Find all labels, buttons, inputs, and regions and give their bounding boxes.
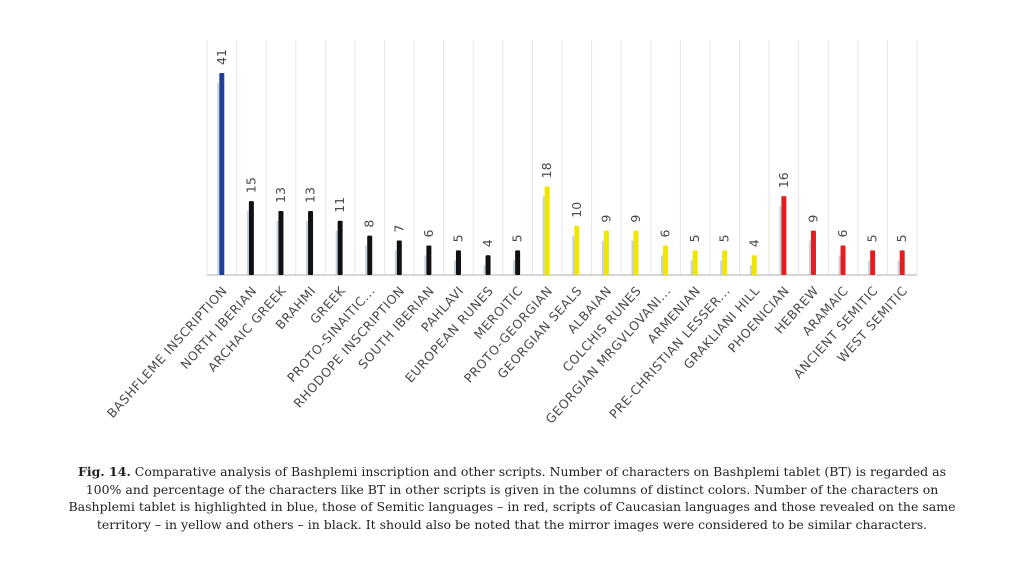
bar bbox=[899, 250, 905, 275]
data-label: 5 bbox=[894, 234, 909, 242]
bar-shadow bbox=[779, 206, 782, 275]
bar-shadow bbox=[690, 260, 693, 275]
data-label: 9 bbox=[598, 215, 613, 223]
bar bbox=[367, 235, 373, 275]
data-label: 15 bbox=[243, 177, 258, 193]
bar-shadow bbox=[601, 240, 604, 275]
data-label: 4 bbox=[746, 239, 761, 247]
value-labels: 41 15 13 13 11 8 7 6 5 4 5 18 10 9 9 6 5 5 4 16 9 6 5 5 bbox=[214, 49, 909, 247]
bar bbox=[278, 210, 284, 275]
caption-label: Fig. 14. bbox=[77, 464, 131, 479]
bar-shadow bbox=[749, 265, 752, 275]
bar bbox=[781, 196, 787, 275]
bars bbox=[217, 73, 905, 275]
bar-chart: 41 15 13 13 11 8 7 6 5 4 5 18 10 9 9 6 5 5 4 16 9 6 5 5 BASHFLE… bbox=[104, 40, 918, 427]
data-label: 11 bbox=[332, 197, 347, 213]
bar bbox=[603, 230, 609, 275]
bar-shadow bbox=[424, 255, 427, 275]
data-label: 9 bbox=[628, 215, 643, 223]
data-label: 7 bbox=[391, 225, 406, 233]
bar bbox=[870, 250, 876, 275]
bar bbox=[751, 255, 757, 275]
data-label: 5 bbox=[687, 234, 702, 242]
data-label: 41 bbox=[214, 49, 229, 65]
data-label: 16 bbox=[776, 172, 791, 188]
data-label: 13 bbox=[273, 187, 288, 203]
bar-shadow bbox=[394, 250, 397, 275]
bar bbox=[337, 220, 343, 275]
bar-shadow bbox=[720, 260, 723, 275]
bar bbox=[840, 245, 846, 275]
bar-shadow bbox=[572, 235, 575, 275]
bar bbox=[396, 240, 402, 275]
bar-shadow bbox=[335, 230, 338, 275]
bar bbox=[663, 245, 669, 275]
figure-caption: Fig. 14. Comparative analysis of Bashple… bbox=[60, 463, 964, 533]
bar-shadow bbox=[868, 260, 871, 275]
bar bbox=[248, 201, 254, 275]
data-label: 6 bbox=[658, 229, 673, 237]
bar-shadow bbox=[483, 265, 486, 275]
bar-shadow bbox=[897, 260, 900, 275]
bar bbox=[426, 245, 432, 275]
data-label: 5 bbox=[450, 234, 465, 242]
bar bbox=[485, 255, 491, 275]
bar-shadow bbox=[276, 220, 279, 275]
bar-shadow bbox=[661, 255, 664, 275]
bar bbox=[574, 225, 580, 275]
bar-shadow bbox=[631, 240, 634, 275]
data-label: 6 bbox=[421, 229, 436, 237]
data-label: 5 bbox=[510, 234, 525, 242]
bar bbox=[810, 230, 816, 275]
data-label: 5 bbox=[717, 234, 732, 242]
bar-shadow bbox=[453, 260, 456, 275]
data-label: 8 bbox=[362, 220, 377, 228]
bar-shadow bbox=[838, 255, 841, 275]
bar-shadow bbox=[808, 240, 811, 275]
caption-text: Comparative analysis of Bashplemi inscri… bbox=[68, 464, 956, 532]
data-label: 13 bbox=[303, 187, 318, 203]
bar bbox=[692, 250, 698, 275]
gridlines bbox=[206, 40, 918, 276]
bar bbox=[455, 250, 461, 275]
data-label: 18 bbox=[539, 162, 554, 178]
data-label: 5 bbox=[865, 234, 880, 242]
bar-shadow bbox=[306, 220, 309, 275]
bar-shadow bbox=[246, 211, 249, 275]
bar bbox=[544, 186, 550, 275]
bar-shadow bbox=[542, 196, 545, 275]
category-label: BASHFLEME INSCRIPTION bbox=[104, 283, 230, 421]
bar-shadow bbox=[365, 245, 368, 275]
data-label: 6 bbox=[835, 229, 850, 237]
data-label: 4 bbox=[480, 239, 495, 247]
bar bbox=[308, 210, 314, 275]
data-label: 9 bbox=[805, 215, 820, 223]
bar bbox=[633, 230, 639, 275]
bar-shadow bbox=[217, 83, 220, 275]
bar bbox=[515, 250, 521, 275]
data-label: 10 bbox=[569, 202, 584, 218]
bar bbox=[219, 73, 225, 275]
bar bbox=[722, 250, 728, 275]
bar-shadow bbox=[513, 260, 516, 275]
